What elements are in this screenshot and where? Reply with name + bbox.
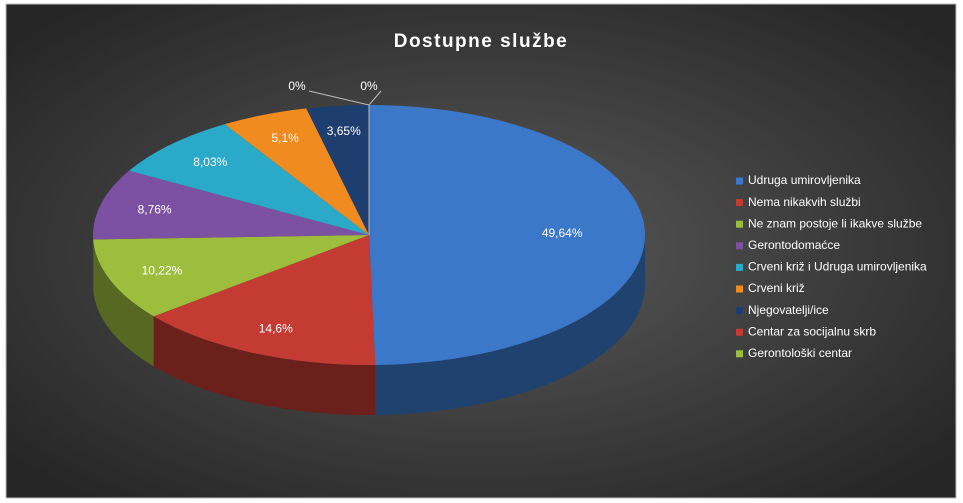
legend-swatch [736,328,743,336]
pie-side [153,316,376,415]
legend-label: Gerontološki centar [748,346,852,360]
legend-swatch [736,285,743,293]
pie-slice [224,108,369,235]
data-label: 49,64% [542,226,583,240]
pie-side [93,239,154,367]
leader-line [308,90,370,106]
legend-label: Crveni križ [748,281,805,295]
pie-slice [153,235,376,365]
pie-side [375,235,645,415]
pie-slice [306,105,369,235]
legend-swatch [736,350,743,358]
legend-label: Gerontodomaćce [748,238,840,252]
legend-swatch [736,263,743,271]
data-label: 8,76% [138,202,172,216]
legend-swatch [736,242,743,250]
data-label: 3,65% [327,124,361,138]
pie-slice [129,124,369,235]
pie-slice [369,105,646,365]
legend-label: Crveni križ i Udruga umirovljenika [748,260,927,274]
legend-swatch [736,177,743,185]
legend-label: Centar za socijalnu skrb [748,324,876,338]
leader-line [368,90,382,106]
legend-label: Nema nikakvih službi [748,195,861,209]
data-label: 8,03% [193,155,227,169]
legend-swatch [736,307,743,315]
data-label: 14,6% [259,321,293,335]
legend-label: Udruga umirovljenika [748,173,861,187]
data-label: 10,22% [142,263,183,277]
data-label: 0% [288,79,306,93]
legend-swatch [736,220,743,228]
legend-label: Ne znam postoje li ikakve službe [748,216,922,230]
legend-label: Njegovatelji/ice [748,303,829,317]
chart-title: Dostupne službe [394,31,569,52]
pie-slice [93,170,369,240]
legend-swatch [736,199,743,207]
pie-slice [93,235,370,317]
data-label: 0% [360,79,378,93]
data-label: 5,1% [271,131,299,145]
